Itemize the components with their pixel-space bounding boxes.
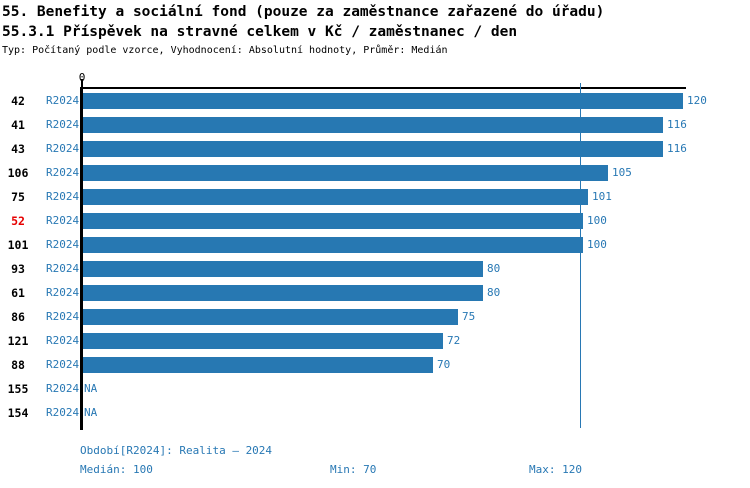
row-category-label: 121: [7, 334, 29, 348]
row-category-label: 88: [11, 358, 25, 372]
x-axis-zero-tick: [81, 79, 83, 88]
row-period-label: R2024: [46, 118, 80, 131]
bar: [83, 141, 663, 157]
bar-value-label: 70: [437, 358, 451, 371]
footer-max-stat: Max: 120: [529, 463, 582, 476]
row-category-label: 86: [11, 310, 25, 324]
bar-na-label: NA: [84, 406, 98, 419]
footer-median-stat: Medián: 100: [80, 463, 153, 476]
bar: [83, 261, 483, 277]
row-category-label: 52: [11, 214, 25, 228]
row-period-label: R2024: [46, 262, 80, 275]
report-subtitle: Typ: Počítaný podle vzorce, Vyhodnocení:…: [2, 45, 448, 56]
row-period-label: R2024: [46, 382, 80, 395]
row-category-label: 154: [7, 406, 29, 420]
bar-value-label: 72: [447, 334, 461, 347]
bar: [83, 165, 608, 181]
report-title-line1: 55. Benefity a sociální fond (pouze za z…: [2, 4, 605, 20]
bar-value-label: 80: [487, 262, 501, 275]
bar-value-label: 80: [487, 286, 501, 299]
footer-period: Období[R2024]: Realita – 2024: [80, 444, 273, 457]
row-category-label: 93: [11, 262, 25, 276]
row-category-label: 43: [11, 142, 25, 156]
bar-value-label: 116: [667, 142, 687, 155]
row-period-label: R2024: [46, 238, 80, 251]
row-category-label: 75: [11, 190, 25, 204]
bar-value-label: 116: [667, 118, 687, 131]
bar-value-label: 105: [612, 166, 632, 179]
bar: [83, 93, 683, 109]
row-period-label: R2024: [46, 214, 80, 227]
row-period-label: R2024: [46, 142, 80, 155]
bar-value-label: 120: [687, 94, 707, 107]
median-reference-line: [580, 83, 581, 428]
bar: [83, 189, 588, 205]
x-axis-line: [80, 87, 686, 89]
footer-min-stat: Min: 70: [330, 463, 377, 476]
row-period-label: R2024: [46, 190, 80, 203]
bar: [83, 213, 583, 229]
row-category-label: 155: [7, 382, 29, 396]
row-period-label: R2024: [46, 310, 80, 323]
bar: [83, 309, 458, 325]
bar: [83, 117, 663, 133]
report-title-line2: 55.3.1 Příspěvek na stravné celkem v Kč …: [2, 24, 518, 40]
y-axis-line: [80, 87, 83, 430]
row-category-label: 41: [11, 118, 25, 132]
bar-na-label: NA: [84, 382, 98, 395]
bar: [83, 285, 483, 301]
row-period-label: R2024: [46, 358, 80, 371]
bar: [83, 237, 583, 253]
row-category-label: 61: [11, 286, 25, 300]
bar: [83, 357, 433, 373]
x-axis-zero-tick-label: 0: [78, 71, 86, 84]
row-period-label: R2024: [46, 334, 80, 347]
bar-value-label: 100: [587, 238, 607, 251]
row-category-label: 101: [7, 238, 29, 252]
bar-value-label: 100: [587, 214, 607, 227]
row-period-label: R2024: [46, 286, 80, 299]
row-category-label: 42: [11, 94, 25, 108]
bar-value-label: 101: [592, 190, 612, 203]
bar-rows-container: 42 R2024 120 41 R2024 116 43 R2024 116 106 R2024 10…: [0, 89, 750, 429]
bar: [83, 333, 443, 349]
row-period-label: R2024: [46, 94, 80, 107]
row-period-label: R2024: [46, 166, 80, 179]
row-category-label: 106: [7, 166, 29, 180]
bar-value-label: 75: [462, 310, 476, 323]
row-period-label: R2024: [46, 406, 80, 419]
